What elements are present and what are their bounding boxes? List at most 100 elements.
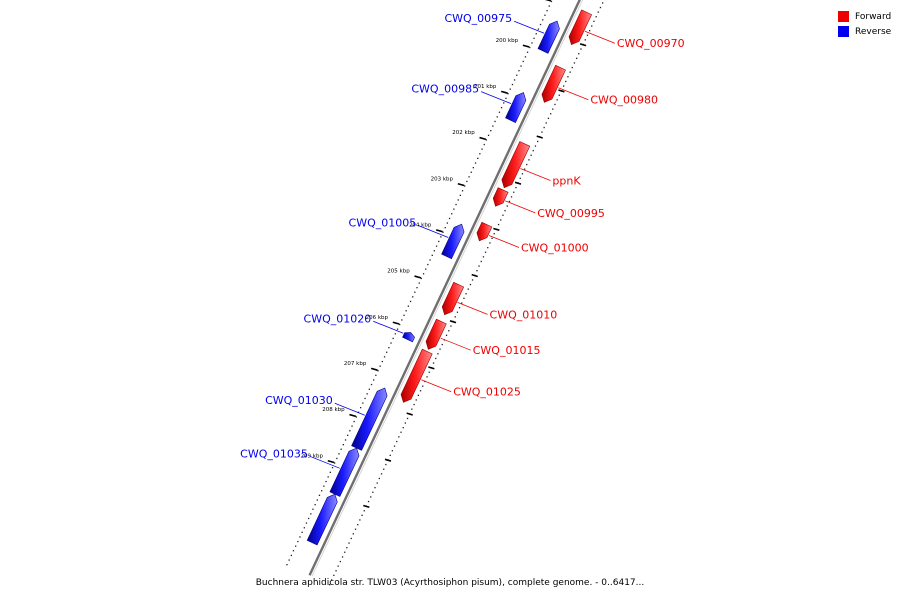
minor-tick-dot-left xyxy=(364,397,366,400)
minor-tick-dot-left xyxy=(379,365,381,367)
minor-tick-dot-left xyxy=(325,480,327,483)
gene-cwq_01025[interactable] xyxy=(400,348,433,403)
gene-cwq_00995[interactable] xyxy=(492,187,509,207)
gene-cwq_00985[interactable] xyxy=(505,92,527,123)
minor-tick-dot-right xyxy=(506,205,508,207)
minor-tick-dot-left xyxy=(401,319,403,321)
minor-tick-dot-left xyxy=(409,300,412,303)
minor-tick-dot-right xyxy=(578,53,580,55)
gene-label[interactable]: CWQ_01005 xyxy=(349,216,417,229)
gene-cwq_01010[interactable] xyxy=(441,281,465,316)
gene-label[interactable]: ppnK xyxy=(552,175,581,188)
tick-label: 207 kbp xyxy=(344,361,367,367)
gene-ppnk[interactable] xyxy=(501,141,531,189)
minor-tick-dot-right xyxy=(417,394,419,396)
gene-cwq_00980[interactable] xyxy=(541,64,566,103)
minor-tick-dot-right xyxy=(415,399,417,401)
minor-tick-dot-left xyxy=(539,23,542,26)
minor-tick-dot-right xyxy=(563,85,565,87)
minor-tick-dot-left xyxy=(412,296,414,298)
minor-tick-dot-left xyxy=(418,282,420,284)
minor-tick-dot-right xyxy=(537,140,539,143)
minor-tick-dot-left xyxy=(377,370,379,372)
minor-tick-dot-left xyxy=(544,14,546,16)
minor-tick-dot-right xyxy=(346,547,348,549)
gene-cwq_01015[interactable] xyxy=(425,318,447,350)
gene-label[interactable]: CWQ_01035 xyxy=(240,447,308,460)
minor-tick-dot-left xyxy=(438,240,440,243)
backbone-highlight xyxy=(311,0,584,577)
gene-cwq_01030[interactable] xyxy=(351,387,388,451)
gene-features xyxy=(306,9,592,546)
minor-tick-dot-left xyxy=(399,323,401,326)
gene-label[interactable]: CWQ_00980 xyxy=(590,94,658,107)
minor-tick-dot-left xyxy=(405,310,407,312)
minor-tick-dot-left xyxy=(383,356,386,358)
minor-tick-dot-right xyxy=(437,353,439,355)
gene-cwq_01000[interactable] xyxy=(476,221,493,242)
minor-tick-dot-left xyxy=(433,250,435,252)
minor-tick-dot-left xyxy=(327,476,329,478)
minor-tick-dot-right xyxy=(519,177,521,179)
minor-tick-dot-right xyxy=(465,293,467,295)
minor-tick-dot-left xyxy=(321,490,323,492)
minor-tick-dot-left xyxy=(448,217,451,220)
minor-tick-dot-left xyxy=(435,245,438,247)
minor-tick-dot-left xyxy=(537,28,540,30)
minor-tick-dot-left xyxy=(444,227,446,229)
minor-tick-dot-left xyxy=(312,508,314,510)
gene-unlabeled[interactable] xyxy=(306,493,338,546)
minor-tick-dot-right xyxy=(357,524,359,526)
minor-tick-dot-right xyxy=(461,302,463,304)
minor-tick-dot-left xyxy=(520,65,522,67)
gene-label[interactable]: CWQ_01025 xyxy=(453,386,521,399)
gene-label[interactable]: CWQ_00975 xyxy=(444,12,512,25)
minor-tick-dot-right xyxy=(593,20,595,22)
minor-tick-dot-left xyxy=(498,111,501,113)
major-tick xyxy=(457,182,465,187)
gene-cwq_01005[interactable] xyxy=(441,223,465,260)
gene-label[interactable]: CWQ_00970 xyxy=(617,37,685,50)
gene-cwq_01020[interactable] xyxy=(402,332,415,343)
minor-tick-dot-left xyxy=(347,434,349,436)
minor-tick-dot-right xyxy=(530,154,532,156)
minor-tick-dot-left xyxy=(429,259,431,261)
gene-label[interactable]: CWQ_00985 xyxy=(411,83,479,96)
leader-line xyxy=(373,320,404,334)
minor-tick-dot-right xyxy=(400,431,402,433)
gene-label[interactable]: CWQ_01020 xyxy=(304,312,372,325)
minor-tick-dot-right xyxy=(504,210,506,212)
minor-tick-dot-left xyxy=(529,46,531,49)
minor-tick-dot-right xyxy=(480,260,482,263)
minor-tick-dot-left xyxy=(431,254,433,256)
minor-tick-dot-right xyxy=(502,214,504,216)
gene-cwq_00975[interactable] xyxy=(537,20,560,54)
minor-tick-dot-left xyxy=(474,162,477,164)
minor-tick-dot-left xyxy=(455,203,457,206)
minor-tick-dot-left xyxy=(442,231,444,233)
legend: Forward Reverse xyxy=(838,9,891,39)
minor-tick-dot-right xyxy=(352,533,354,535)
minor-tick-dot-left xyxy=(542,19,544,21)
mid-tick xyxy=(428,366,435,370)
gene-label[interactable]: CWQ_01030 xyxy=(265,394,333,407)
minor-tick-dot-right xyxy=(389,454,391,456)
minor-tick-dot-right xyxy=(510,196,513,198)
gene-cwq_00970[interactable] xyxy=(568,9,592,46)
minor-tick-dot-left xyxy=(513,79,516,81)
minor-tick-dot-left xyxy=(318,494,321,496)
minor-tick-dot-left xyxy=(360,407,362,409)
minor-tick-dot-right xyxy=(543,126,545,129)
gene-label[interactable]: CWQ_00995 xyxy=(537,207,605,220)
gene-label[interactable]: CWQ_01010 xyxy=(490,308,558,321)
minor-tick-dot-left xyxy=(505,97,507,99)
minor-tick-dot-right xyxy=(487,247,489,249)
minor-tick-dot-left xyxy=(323,485,325,487)
gene-label[interactable]: CWQ_01000 xyxy=(521,241,589,254)
gene-label[interactable]: CWQ_01015 xyxy=(473,344,541,357)
gene-cwq_01035[interactable] xyxy=(329,447,360,497)
mid-tick xyxy=(579,43,587,47)
minor-tick-dot-left xyxy=(310,513,312,515)
